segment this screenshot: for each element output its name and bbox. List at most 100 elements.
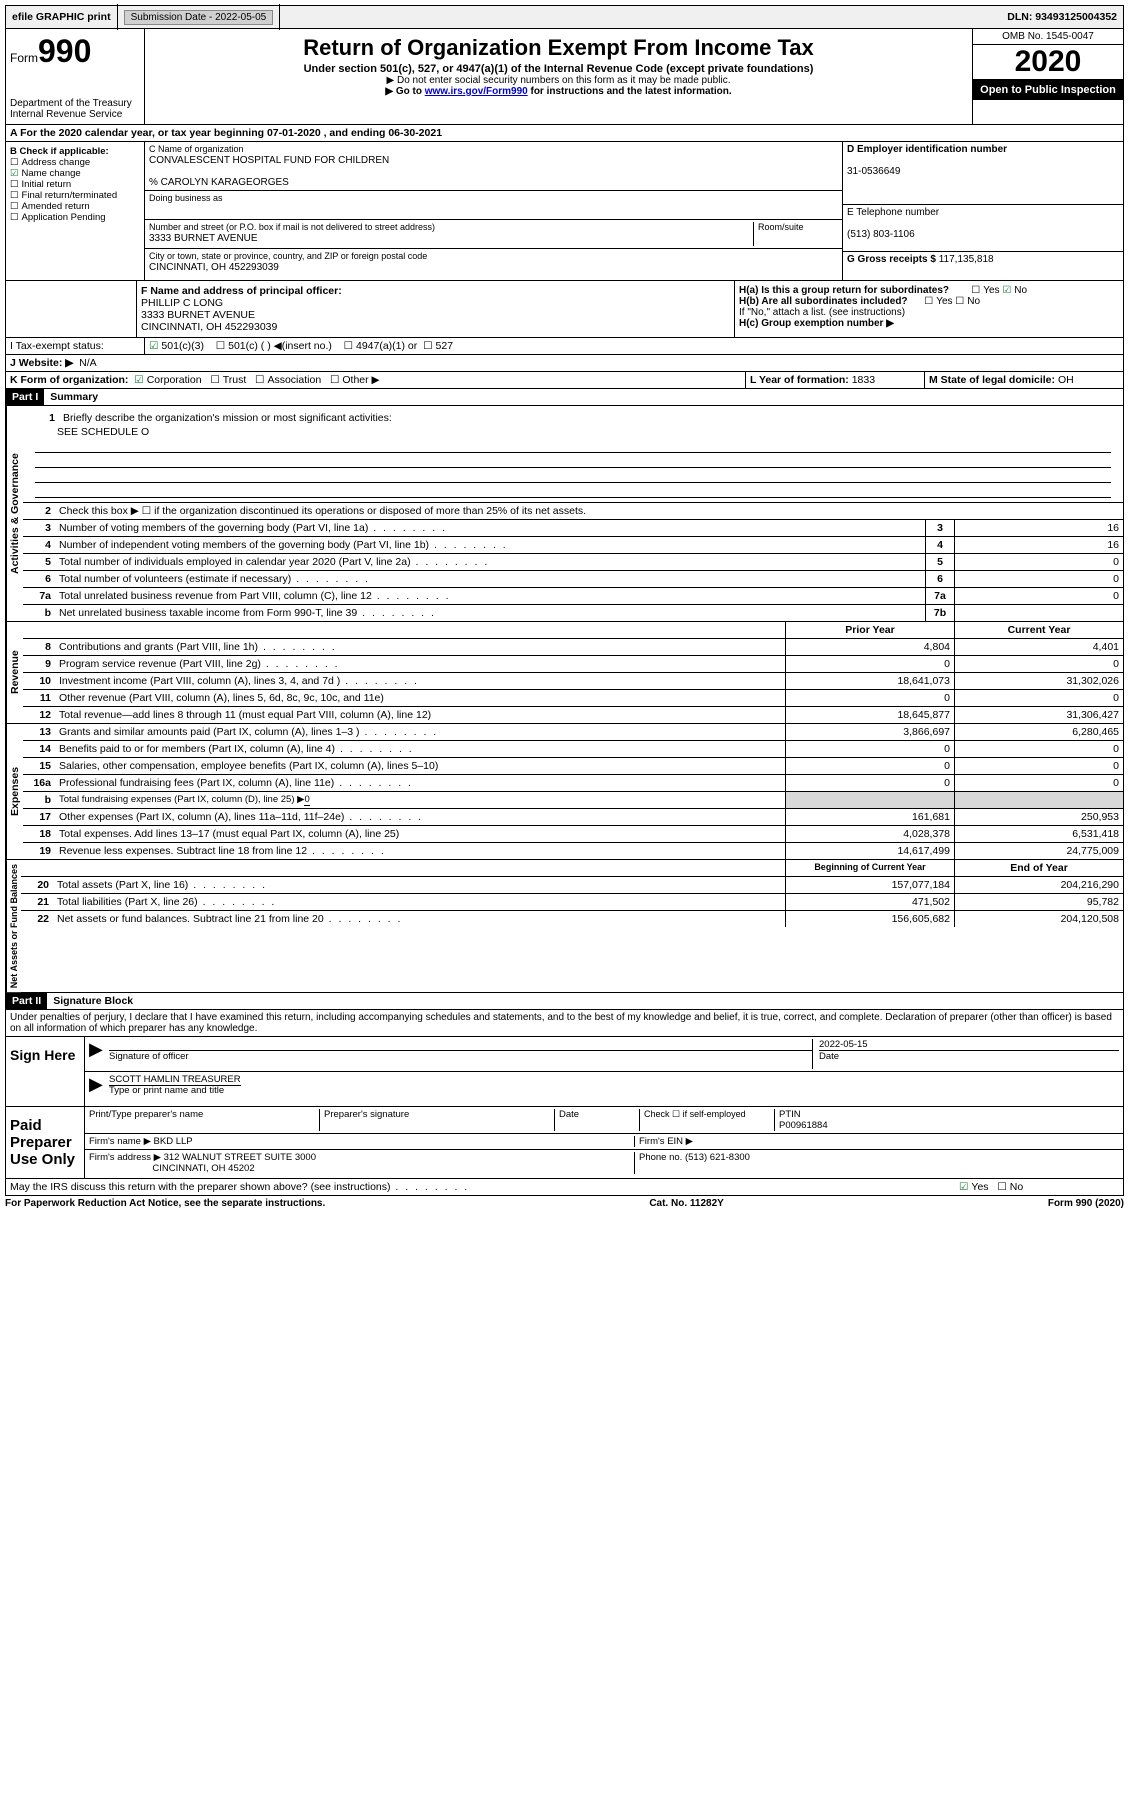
- vtab-governance: Activities & Governance: [6, 406, 23, 621]
- line17: Other expenses (Part IX, column (A), lin…: [55, 809, 785, 825]
- c17: 250,953: [954, 809, 1123, 825]
- chk-527[interactable]: 527: [423, 340, 453, 352]
- c8: 4,401: [954, 639, 1123, 655]
- summary-governance: Activities & Governance 1Briefly describ…: [5, 406, 1124, 622]
- form-subtitle: Under section 501(c), 527, or 4947(a)(1)…: [155, 63, 962, 75]
- chk-501c[interactable]: 501(c) ( ) ◀(insert no.): [216, 340, 332, 352]
- discuss-no[interactable]: No: [997, 1181, 1023, 1193]
- summary-expenses: Expenses 13Grants and similar amounts pa…: [5, 724, 1124, 860]
- line16b: Total fundraising expenses (Part IX, col…: [59, 794, 304, 805]
- line14: Benefits paid to or for members (Part IX…: [55, 741, 785, 757]
- street-label: Number and street (or P.O. box if mail i…: [149, 222, 435, 232]
- hb-no[interactable]: No: [955, 296, 980, 307]
- line9: Program service revenue (Part VIII, line…: [55, 656, 785, 672]
- f-label: F Name and address of principal officer:: [141, 285, 342, 297]
- discuss-label: May the IRS discuss this return with the…: [6, 1179, 955, 1195]
- p11: 0: [785, 690, 954, 706]
- line4: Number of independent voting members of …: [55, 537, 925, 553]
- state-domicile: OH: [1058, 374, 1074, 386]
- chk-pending[interactable]: Application Pending: [10, 212, 106, 223]
- form-header: Form990 Department of the Treasury Inter…: [5, 29, 1124, 125]
- chk-4947[interactable]: 4947(a)(1) or: [344, 340, 418, 352]
- chk-address[interactable]: Address change: [10, 157, 90, 168]
- ein-label2: Firm's EIN ▶: [635, 1136, 1119, 1147]
- phone-label: E Telephone number: [847, 207, 939, 218]
- sig-date-label: Date: [819, 1051, 839, 1062]
- line19: Revenue less expenses. Subtract line 18 …: [55, 843, 785, 859]
- val7a: 0: [954, 588, 1123, 604]
- p19: 14,617,499: [785, 843, 954, 859]
- gross-value: 117,135,818: [939, 254, 994, 265]
- line16a: Professional fundraising fees (Part IX, …: [55, 775, 785, 791]
- room-label: Room/suite: [753, 222, 838, 246]
- discuss-row: May the IRS discuss this return with the…: [5, 1179, 1124, 1196]
- c16b-shaded: [954, 792, 1123, 808]
- dln: DLN: 93493125004352: [1001, 4, 1123, 30]
- care-of: % CAROLYN KARAGEORGES: [149, 177, 289, 188]
- officer-name: PHILLIP C LONG: [141, 297, 223, 309]
- officer-street: 3333 BURNET AVENUE: [141, 309, 255, 321]
- firmaddr1: 312 WALNUT STREET SUITE 3000: [164, 1152, 316, 1163]
- hb-yes[interactable]: Yes: [924, 296, 952, 307]
- c10: 31,302,026: [954, 673, 1123, 689]
- irs-link[interactable]: www.irs.gov/Form990: [425, 86, 528, 97]
- gross-label: G Gross receipts $: [847, 254, 936, 265]
- p13: 3,866,697: [785, 724, 954, 740]
- p17: 161,681: [785, 809, 954, 825]
- firmname: BKD LLP: [154, 1136, 193, 1147]
- footer-mid: Cat. No. 11282Y: [649, 1198, 723, 1209]
- section-a-taxyear: A For the 2020 calendar year, or tax yea…: [5, 125, 1124, 142]
- paid-left-label: Paid Preparer Use Only: [6, 1107, 85, 1178]
- p9: 0: [785, 656, 954, 672]
- ha-label: H(a) Is this a group return for subordin…: [739, 285, 949, 296]
- firmaddr-label: Firm's address ▶: [89, 1152, 161, 1163]
- line1-value: SEE SCHEDULE O: [27, 426, 1119, 438]
- chk-corp[interactable]: Corporation: [134, 374, 201, 386]
- chk-assoc[interactable]: Association: [255, 374, 321, 386]
- chk-501c3[interactable]: 501(c)(3): [149, 340, 204, 352]
- c14: 0: [954, 741, 1123, 757]
- sign-arrow-icon: ▶: [89, 1039, 109, 1069]
- vtab-net: Net Assets or Fund Balances: [6, 860, 21, 992]
- chk-initial[interactable]: Initial return: [10, 179, 71, 190]
- p16a: 0: [785, 775, 954, 791]
- hdr-prior: Prior Year: [785, 622, 954, 638]
- c21: 95,782: [954, 894, 1123, 910]
- tax-year: 2020: [973, 45, 1123, 80]
- footer-left: For Paperwork Reduction Act Notice, see …: [5, 1198, 325, 1209]
- ha-yes[interactable]: Yes: [971, 285, 999, 296]
- right-block: OMB No. 1545-0047 2020 Open to Public In…: [972, 29, 1123, 124]
- c19: 24,775,009: [954, 843, 1123, 859]
- chk-trust[interactable]: Trust: [210, 374, 246, 386]
- part2-title: Signature Block: [47, 993, 139, 1009]
- note-ssn: ▶ Do not enter social security numbers o…: [155, 75, 962, 86]
- p12: 18,645,877: [785, 707, 954, 723]
- prep-date-hdr: Date: [555, 1109, 640, 1131]
- firmaddr2: CINCINNATI, OH 45202: [152, 1163, 254, 1174]
- c22: 204,120,508: [954, 911, 1123, 927]
- line20: Total assets (Part X, line 16): [53, 877, 785, 893]
- city-label: City or town, state or province, country…: [149, 251, 427, 261]
- firmname-label: Firm's name ▶: [89, 1136, 151, 1147]
- paid-preparer-block: Paid Preparer Use Only Print/Type prepar…: [5, 1107, 1124, 1179]
- line7a: Total unrelated business revenue from Pa…: [55, 588, 925, 604]
- chk-other[interactable]: Other ▶: [330, 374, 380, 386]
- submission-date: Submission Date - 2022-05-05: [118, 4, 281, 30]
- ha-no[interactable]: No: [1002, 285, 1027, 296]
- line13: Grants and similar amounts paid (Part IX…: [55, 724, 785, 740]
- m-label: M State of legal domicile:: [929, 374, 1055, 386]
- chk-amended[interactable]: Amended return: [10, 201, 90, 212]
- hdr-curr: Current Year: [954, 622, 1123, 638]
- val3: 16: [954, 520, 1123, 536]
- chk-final[interactable]: Final return/terminated: [10, 190, 117, 201]
- discuss-yes[interactable]: Yes: [959, 1181, 989, 1193]
- c16a: 0: [954, 775, 1123, 791]
- website-value: N/A: [79, 357, 97, 369]
- line1-label: Briefly describe the organization's miss…: [59, 410, 1119, 426]
- sig-type-label: Type or print name and title: [109, 1085, 224, 1096]
- c-name-label: C Name of organization: [149, 144, 244, 154]
- b-label: B Check if applicable:: [10, 146, 109, 157]
- hc-label: H(c) Group exemption number ▶: [739, 318, 894, 329]
- chk-name[interactable]: Name change: [10, 168, 81, 179]
- p8: 4,804: [785, 639, 954, 655]
